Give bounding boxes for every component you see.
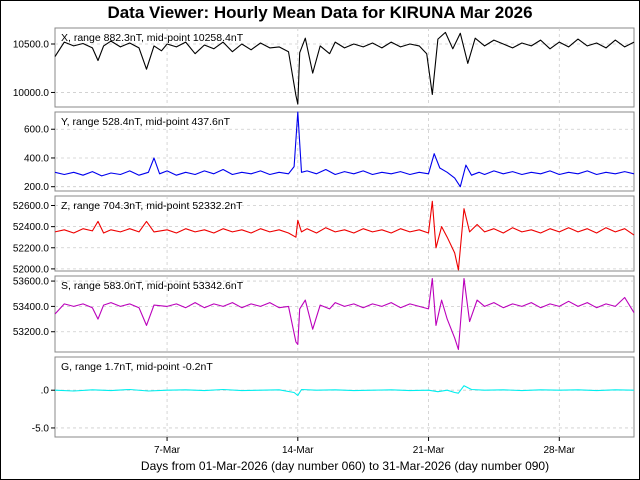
panel-z-ytick-label: 52200.0 xyxy=(13,243,50,254)
panel-y-ytick-label: 600.0 xyxy=(24,125,49,136)
panel-s-label: S, range 583.0nT, mid-point 53342.6nT xyxy=(61,280,244,292)
panel-z-ytick-label: 52000.0 xyxy=(13,264,50,275)
x-tick-label: 14-Mar xyxy=(282,445,314,456)
panel-x-ytick-label: 10000.0 xyxy=(13,88,50,99)
panel-y-ytick-label: 200.0 xyxy=(24,182,49,193)
panel-y-label: Y, range 528.4nT, mid-point 437.6nT xyxy=(61,116,231,128)
panel-g-ytick-label: -5.0 xyxy=(32,423,50,434)
panel-z-label: Z, range 704.3nT, mid-point 52332.2nT xyxy=(61,200,243,212)
panel-z-ytick-label: 52600.0 xyxy=(13,201,50,212)
x-axis-label: Days from 01-Mar-2026 (day number 060) t… xyxy=(55,459,635,473)
panel-x-ytick-label: 10500.0 xyxy=(13,39,50,50)
x-tick-label: 7-Mar xyxy=(154,445,181,456)
panel-g-label: G, range 1.7nT, mid-point -0.2nT xyxy=(61,361,213,373)
panel-y-ytick-label: 400.0 xyxy=(24,153,49,164)
panel-g-ytick-label: .0 xyxy=(41,386,50,397)
x-tick-label: 21-Mar xyxy=(413,445,445,456)
panel-z-ytick-label: 52400.0 xyxy=(13,222,50,233)
panel-s-ytick-label: 53400.0 xyxy=(13,302,50,313)
panel-s-ytick-label: 53200.0 xyxy=(13,327,50,338)
x-tick-label: 28-Mar xyxy=(543,445,575,456)
panel-x-label: X, range 882.3nT, mid-point 10258.4nT xyxy=(61,32,244,44)
panel-s-ytick-label: 53600.0 xyxy=(13,277,50,288)
